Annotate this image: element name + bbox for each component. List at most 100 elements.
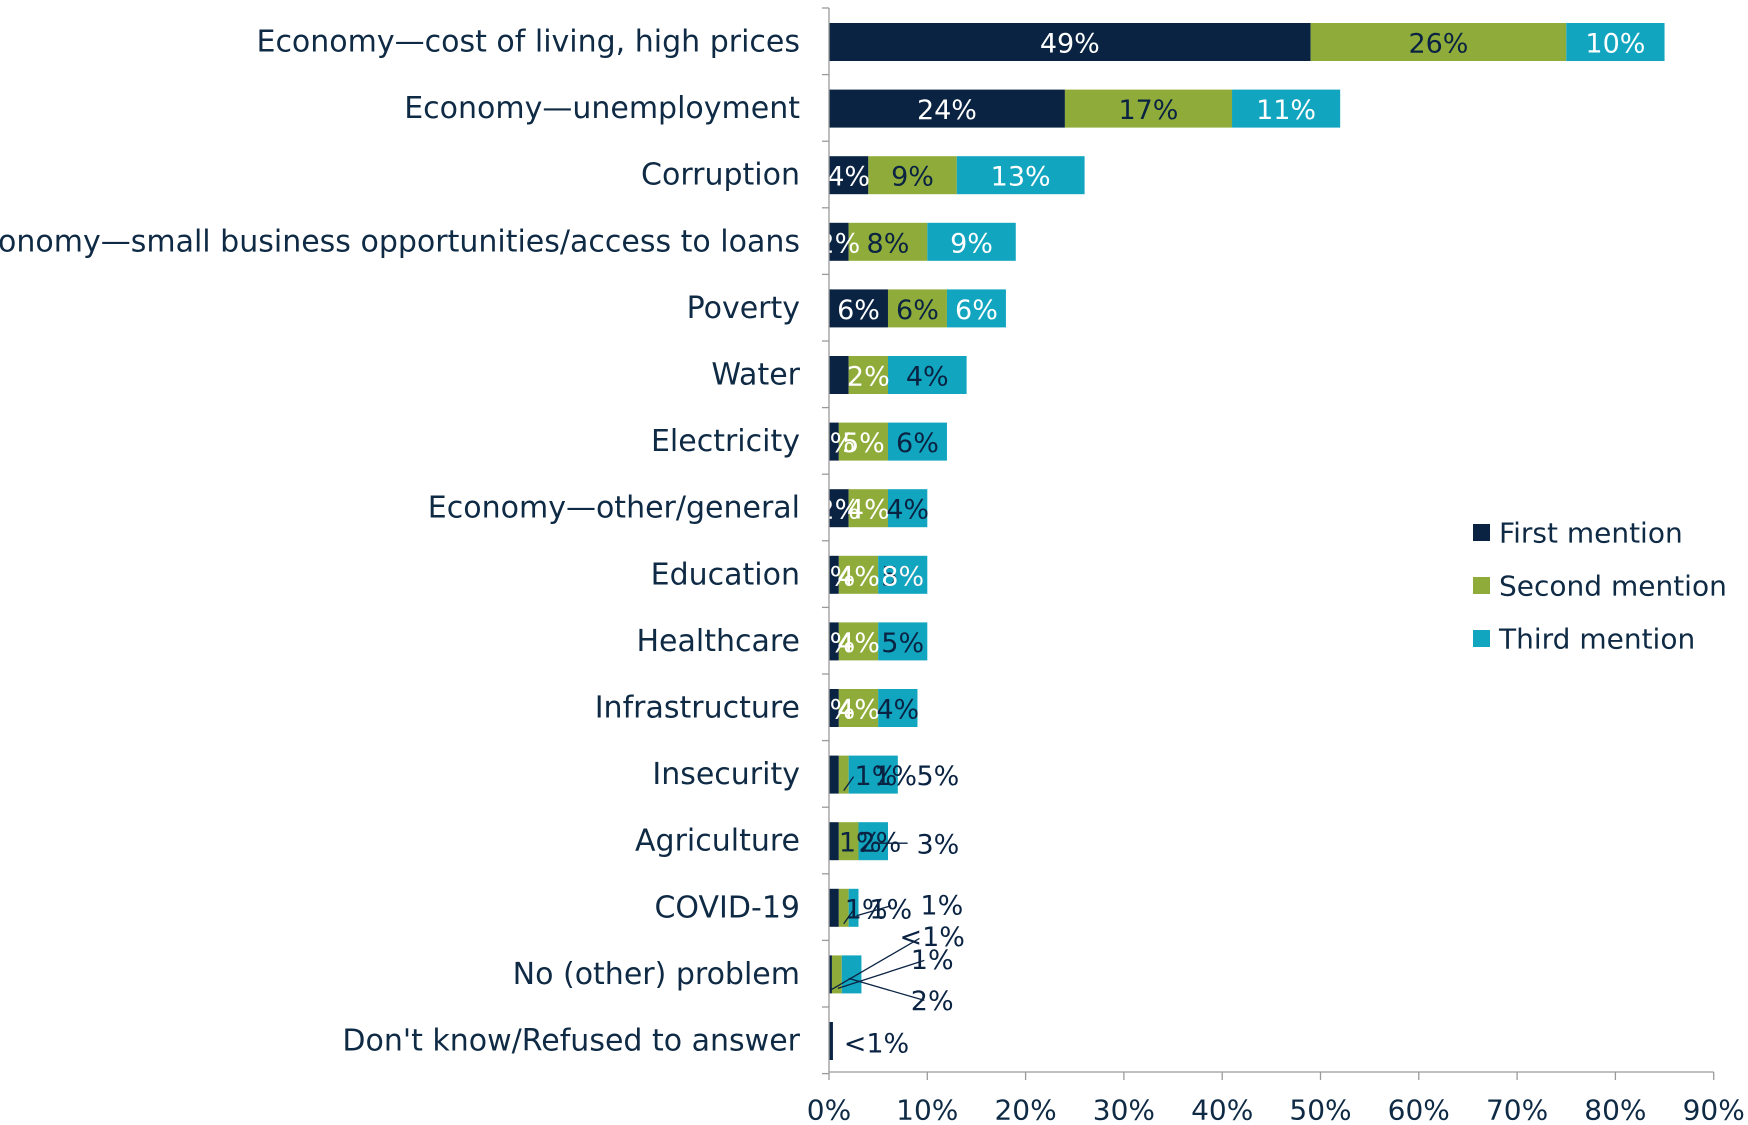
bar-segment xyxy=(829,489,849,528)
category-label: Economy—cost of living, high prices xyxy=(256,25,800,60)
bar-segment xyxy=(946,289,1006,328)
bar-segment xyxy=(829,555,839,594)
data-label: 9% xyxy=(950,228,993,259)
bar-segment xyxy=(838,555,879,594)
data-label: 2% xyxy=(911,986,954,1017)
category-label: Insecurity xyxy=(652,757,800,792)
data-label: 24% xyxy=(917,95,977,126)
bar-segment xyxy=(838,822,859,861)
data-label: 4% xyxy=(906,362,949,393)
data-label: 11% xyxy=(1256,95,1316,126)
data-label: 5% xyxy=(916,761,959,792)
x-tick-label: 10% xyxy=(896,1094,958,1125)
data-label: 5% xyxy=(842,428,885,459)
bar-segment xyxy=(829,955,832,994)
bar-segment xyxy=(829,1022,833,1060)
bar-segment xyxy=(848,356,888,394)
legend-label: First mention xyxy=(1499,517,1683,550)
data-label: 4% xyxy=(847,495,890,526)
data-label: 6% xyxy=(837,295,880,326)
x-tick-label: 40% xyxy=(1191,1094,1253,1125)
bar-segment xyxy=(829,689,839,727)
x-tick-label: 0% xyxy=(807,1094,851,1125)
data-label: <1% xyxy=(899,922,964,953)
data-label: 1% xyxy=(839,828,882,859)
data-label: 4% xyxy=(886,495,929,526)
data-label: 4% xyxy=(837,561,880,592)
x-tick-label: 70% xyxy=(1486,1094,1548,1125)
data-label: 6% xyxy=(896,428,939,459)
bar-segment xyxy=(1064,89,1233,128)
bar-segment xyxy=(848,755,898,794)
bar-segment xyxy=(1310,23,1567,61)
category-label: Economy—small business opportunities/acc… xyxy=(0,224,800,259)
data-label: 6% xyxy=(896,295,939,326)
category-label: Economy—other/general xyxy=(428,491,800,526)
legend-swatch xyxy=(1473,630,1490,647)
leader-line xyxy=(856,905,892,917)
category-label: Electricity xyxy=(651,424,800,459)
data-label: 6% xyxy=(955,295,998,326)
bar-segment xyxy=(848,222,928,261)
category-label: Poverty xyxy=(687,291,800,326)
leader-line xyxy=(843,909,855,925)
bar-segment xyxy=(829,622,839,661)
bar-segment xyxy=(829,89,1065,128)
bar-segment xyxy=(927,222,1016,261)
bar-segment xyxy=(868,156,957,195)
x-tick-label: 50% xyxy=(1289,1094,1351,1125)
data-label: 1% xyxy=(874,761,917,792)
data-label: 1% xyxy=(920,890,963,921)
data-label: 1% xyxy=(911,945,954,976)
data-labels: 49% 26% 10%24% 17% 11%4% 9% 13%2% 8% 9%6% 6% 6%2% 4… xyxy=(812,29,1645,1060)
data-label: 2% xyxy=(858,828,901,859)
bar-segment xyxy=(829,289,888,328)
bar-segment xyxy=(829,222,849,261)
leader-line xyxy=(843,776,855,791)
bar-segment xyxy=(878,622,928,661)
bar-segment xyxy=(841,955,862,994)
bar-segment xyxy=(887,289,947,328)
category-label: COVID-19 xyxy=(654,890,800,925)
data-label: 49% xyxy=(1040,29,1100,60)
bar-segment xyxy=(1566,23,1665,61)
leader-line xyxy=(829,937,920,991)
data-label: 26% xyxy=(1408,29,1468,60)
data-label: 1% xyxy=(869,894,912,925)
bar-segment xyxy=(887,422,947,461)
bar-segment xyxy=(838,422,888,461)
data-label: <1% xyxy=(844,1029,909,1060)
data-label: 5% xyxy=(881,628,924,659)
leader-lines xyxy=(829,776,925,1002)
data-label: 1% xyxy=(812,695,855,726)
bar-segment xyxy=(829,888,839,927)
data-label: 2% xyxy=(847,362,890,393)
legend-label: Second mention xyxy=(1499,570,1727,603)
data-label: 1% xyxy=(812,561,855,592)
bar-segment xyxy=(956,156,1085,195)
x-tick-label: 90% xyxy=(1683,1094,1745,1125)
category-label: Agriculture xyxy=(635,824,800,859)
bar-segment xyxy=(838,622,879,661)
data-label: 4% xyxy=(876,695,919,726)
bar-segment xyxy=(848,489,888,528)
bar-segment xyxy=(829,156,869,195)
data-label: 2% xyxy=(817,495,860,526)
bar-segment xyxy=(829,23,1311,61)
x-tick-label: 80% xyxy=(1584,1094,1646,1125)
bar-segment xyxy=(858,822,888,861)
data-label: 4% xyxy=(837,628,880,659)
category-label: Water xyxy=(711,358,800,393)
category-label: Corruption xyxy=(641,158,800,193)
legend-swatch xyxy=(1473,524,1490,541)
data-label: 2% xyxy=(817,228,860,259)
leader-line xyxy=(848,977,925,1002)
bar-segment xyxy=(878,555,928,594)
bar-segment xyxy=(878,689,918,727)
bar-segment xyxy=(887,356,967,394)
data-label: 17% xyxy=(1118,95,1178,126)
category-label: Economy—unemployment xyxy=(404,91,800,126)
bar-segment xyxy=(887,489,928,528)
bar-segment xyxy=(838,755,849,794)
